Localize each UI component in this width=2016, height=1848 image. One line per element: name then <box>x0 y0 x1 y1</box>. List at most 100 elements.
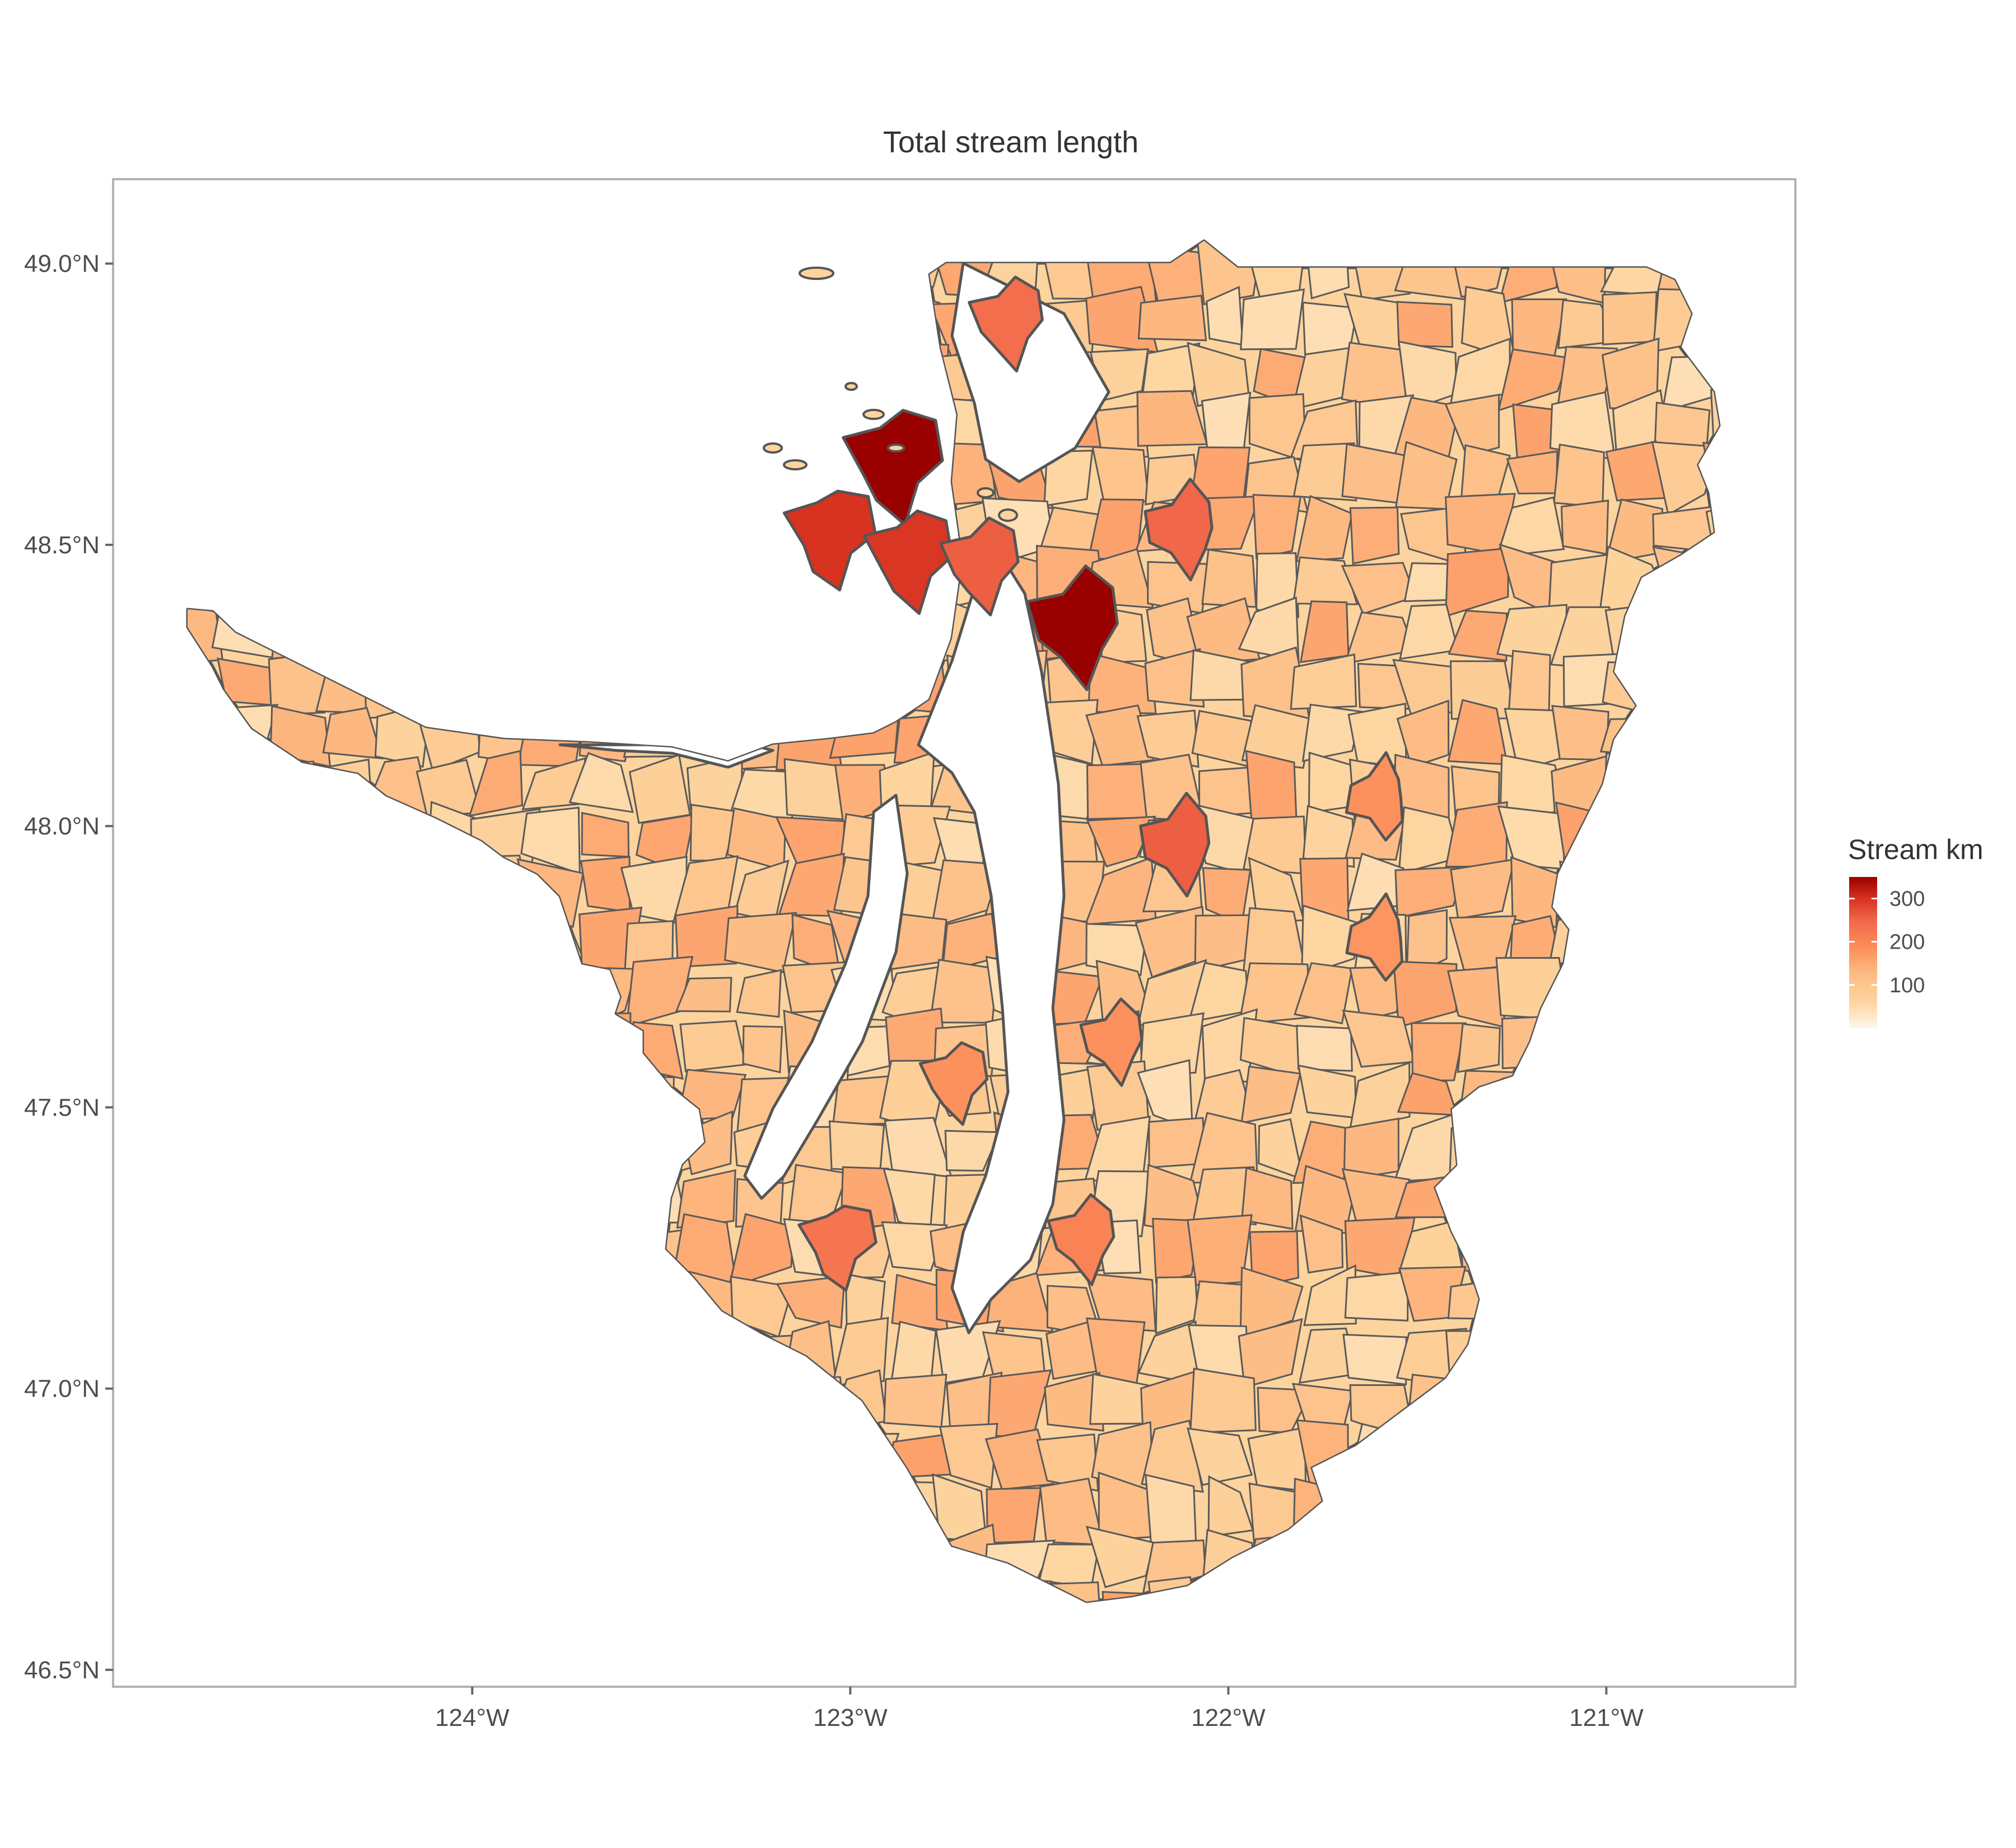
watershed-unit <box>318 758 374 823</box>
watershed-unit <box>683 1482 740 1545</box>
watershed-unit <box>528 1472 591 1540</box>
small-island <box>977 487 995 498</box>
watershed-unit <box>263 965 323 1020</box>
watershed-unit <box>1656 1528 1719 1585</box>
watershed-unit <box>472 1277 534 1337</box>
watershed-unit <box>188 510 232 555</box>
watershed-unit <box>830 1583 893 1602</box>
watershed-unit <box>213 1316 273 1383</box>
watershed-unit <box>188 1429 231 1492</box>
watershed-unit <box>1711 338 1719 405</box>
watershed-unit <box>531 446 580 513</box>
watershed-unit <box>1704 1429 1719 1477</box>
watershed-unit <box>431 1170 479 1236</box>
watershed-unit <box>1139 1012 1205 1075</box>
watershed-unit <box>626 1419 684 1495</box>
watershed-unit <box>1651 1062 1711 1118</box>
watershed-unit <box>1444 394 1500 457</box>
watershed-unit <box>1548 1270 1614 1341</box>
watershed-unit <box>1498 1265 1552 1338</box>
watershed-unit <box>264 1217 333 1288</box>
watershed-unit <box>778 1528 836 1592</box>
watershed-unit <box>209 967 276 1022</box>
watershed-unit <box>377 1426 437 1490</box>
watershed-unit <box>326 440 375 509</box>
watershed-unit <box>571 1318 643 1390</box>
watershed-unit <box>731 1334 798 1387</box>
y-tick-label: 49.0°N <box>24 250 100 278</box>
watershed-unit <box>736 552 778 606</box>
watershed-unit <box>188 548 216 619</box>
watershed-unit <box>418 647 480 720</box>
watershed-unit <box>1458 1584 1502 1602</box>
watershed-unit <box>678 713 736 757</box>
watershed-unit <box>1238 1318 1303 1389</box>
watershed-unit <box>1043 450 1094 507</box>
watershed-unit <box>1033 1581 1103 1602</box>
watershed-unit <box>842 301 884 349</box>
watershed-unit <box>223 389 281 451</box>
watershed-unit <box>1598 1323 1658 1386</box>
watershed-unit <box>419 1530 480 1579</box>
watershed-unit <box>1238 1576 1305 1602</box>
watershed-unit <box>1702 701 1719 757</box>
watershed-unit <box>1713 1317 1719 1379</box>
watershed-unit <box>260 921 326 968</box>
watershed-unit <box>367 1278 419 1324</box>
watershed-unit <box>466 1070 536 1118</box>
watershed-unit <box>266 1331 333 1391</box>
watershed-unit <box>1303 1264 1357 1326</box>
watershed-unit <box>1706 1538 1719 1597</box>
watershed-unit <box>467 344 531 403</box>
watershed-unit <box>1604 1473 1670 1532</box>
watershed-unit <box>1245 750 1298 822</box>
watershed-unit <box>221 289 269 360</box>
watershed-unit <box>1294 962 1354 1025</box>
watershed-unit <box>580 856 631 913</box>
unit-sauk <box>1345 751 1404 842</box>
panel-border <box>112 178 1796 1688</box>
watershed-unit <box>313 1010 381 1070</box>
watershed-unit <box>367 396 435 460</box>
watershed-unit <box>1502 1476 1560 1546</box>
watershed-unit <box>674 288 732 347</box>
watershed-unit <box>520 1015 585 1071</box>
watershed-unit <box>577 1437 636 1481</box>
watershed-unit <box>517 1070 587 1124</box>
watershed-unit <box>675 977 732 1012</box>
watershed-unit <box>417 905 469 974</box>
watershed-unit <box>268 394 332 465</box>
watershed-unit <box>1292 442 1357 502</box>
watershed-unit <box>1552 964 1611 1019</box>
watershed-unit <box>1244 1533 1307 1585</box>
watershed-unit <box>1295 494 1354 562</box>
watershed-unit <box>365 1330 427 1390</box>
watershed-unit <box>468 1476 534 1537</box>
watershed-unit <box>576 346 637 394</box>
watershed-unit <box>266 865 334 927</box>
unit-fidalgo <box>939 516 1020 617</box>
watershed-unit <box>478 1432 536 1486</box>
watershed-unit <box>672 1213 738 1285</box>
watershed-unit <box>620 1075 675 1119</box>
watershed-unit <box>272 1063 334 1133</box>
small-island <box>998 508 1018 522</box>
watershed-unit <box>362 904 437 964</box>
watershed-unit <box>742 1025 783 1074</box>
watershed-unit <box>264 295 320 345</box>
watershed-unit <box>1609 1113 1659 1175</box>
watershed-unit <box>727 1213 795 1289</box>
watershed-unit <box>188 1007 220 1069</box>
watershed-unit <box>310 1588 381 1602</box>
watershed-unit <box>1499 1419 1562 1482</box>
watershed-unit <box>315 1223 384 1287</box>
watershed-unit <box>188 1228 229 1287</box>
watershed-unit <box>726 241 794 304</box>
watershed-unit <box>571 1579 638 1602</box>
watershed-unit <box>676 391 742 463</box>
watershed-unit <box>212 241 279 303</box>
watershed-unit <box>217 756 270 804</box>
watershed-unit <box>1394 241 1466 301</box>
watershed-unit <box>209 441 281 507</box>
